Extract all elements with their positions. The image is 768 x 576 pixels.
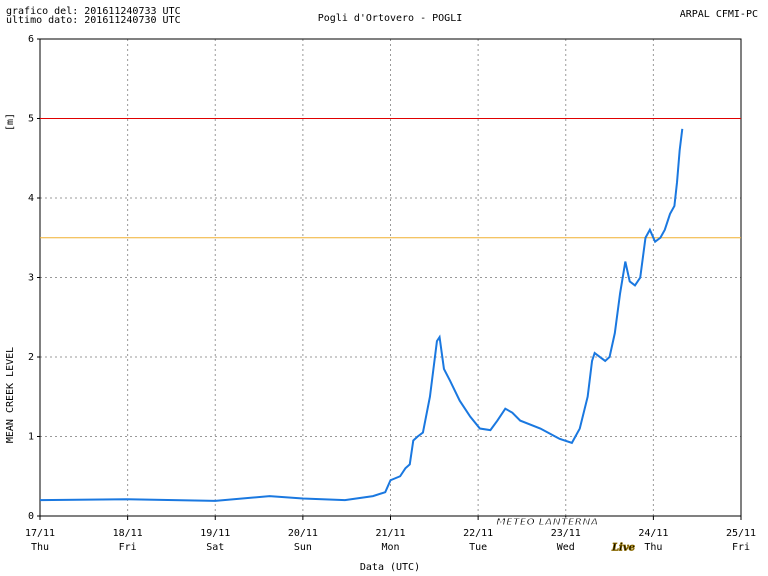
x-axis-label: Data (UTC) [360,562,420,573]
x-tick-day: Mon [381,542,399,553]
chart-title: Pogli d'Ortovero - POGLI [318,13,463,24]
header-right: ARPAL CFMI-PC [680,9,758,20]
x-tick-label: 19/11 [200,528,230,539]
x-tick-day: Tue [469,542,487,553]
watermark: METEO LANTERNA [496,517,598,528]
plot-frame [39,38,742,517]
x-tick-day: Thu [644,542,662,553]
y-tick-label: 6 [28,34,34,45]
x-tick-day: Fri [119,542,137,553]
y-tick-label: 3 [28,273,34,284]
y-axis-label: MEAN CREEK LEVEL [5,347,16,443]
x-tick-day: Sun [294,542,312,553]
y-tick-label: 2 [28,352,34,363]
x-tick-label: 23/11 [551,528,581,539]
y-tick-label: 5 [28,114,34,125]
y-tick-label: 0 [28,511,34,522]
x-tick-day: Thu [31,542,49,553]
y-tick-label: 1 [28,432,34,443]
x-tick-day: Wed [557,542,575,553]
y-tick-label: 4 [28,193,34,204]
header-left: ultimo dato: 201611240730 UTC [6,15,181,26]
x-tick-label: 17/11 [25,528,55,539]
x-tick-label: 21/11 [375,528,405,539]
watermark-script: Live [611,543,635,554]
x-tick-day: Fri [732,542,750,553]
x-tick-label: 22/11 [463,528,493,539]
x-tick-label: 25/11 [726,528,756,539]
data-line [39,128,684,502]
y-unit: [m] [5,113,16,131]
header-left: grafico del: 201611240733 UTC [6,6,181,17]
x-tick-day: Sat [206,542,224,553]
x-tick-label: 20/11 [288,528,318,539]
x-tick-label: 24/11 [638,528,668,539]
x-tick-label: 18/11 [113,528,143,539]
